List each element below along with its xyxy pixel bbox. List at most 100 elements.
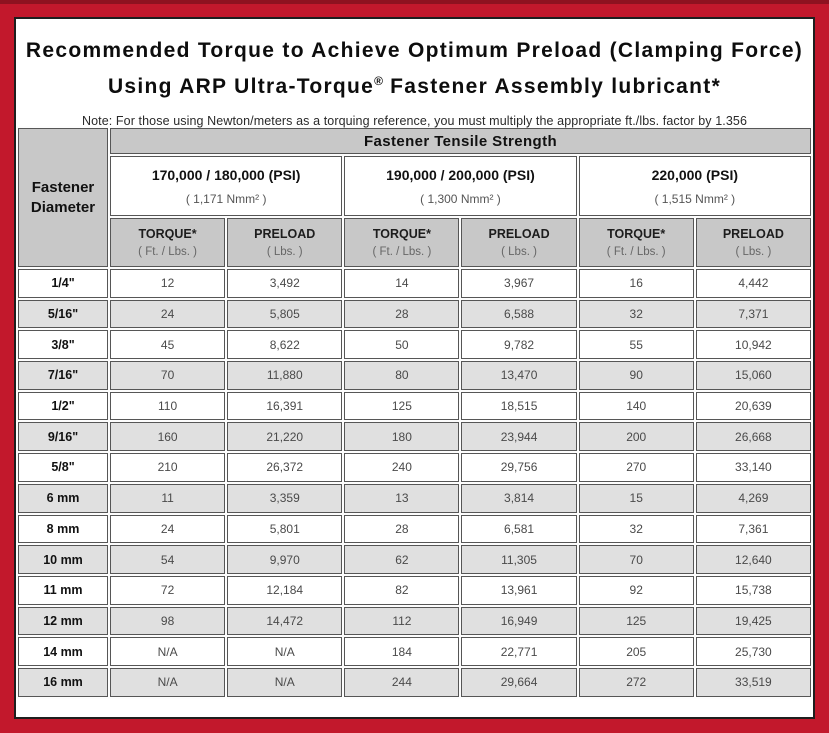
torque-column-header: TORQUE* ( Ft. / Lbs. ): [110, 218, 226, 267]
tensile-strength-header: Fastener Tensile Strength: [110, 128, 811, 154]
preload-value-cell: 12,184: [227, 575, 343, 605]
torque-column-header: TORQUE* ( Ft. / Lbs. ): [578, 218, 694, 267]
preload-value-cell: 6,588: [461, 299, 577, 329]
torque-value-cell: N/A: [110, 667, 226, 697]
fastener-diameter-cell: 1/2": [18, 391, 108, 421]
preload-value-cell: 21,220: [227, 422, 343, 452]
psi-rating: 190,000 / 200,000 (PSI): [386, 166, 535, 183]
preload-value-cell: 3,814: [461, 483, 577, 513]
title-line2-text-after: Fastener Assembly lubricant*: [383, 75, 722, 98]
preload-value-cell: N/A: [227, 637, 343, 666]
torque-unit: ( Ft. / Lbs. ): [606, 246, 666, 258]
torque-value-cell: 200: [578, 422, 694, 452]
fastener-diameter-cell: 12 mm: [18, 606, 108, 636]
torque-label: TORQUE*: [372, 227, 431, 241]
torque-value-cell: 24: [110, 514, 226, 544]
torque-value-cell: 98: [110, 606, 226, 636]
torque-value-cell: 125: [578, 606, 694, 636]
preload-value-cell: 16,949: [461, 606, 577, 636]
page-title-line1: Recommended Torque to Achieve Optimum Pr…: [25, 39, 804, 62]
preload-value-cell: 10,942: [695, 330, 811, 360]
torque-value-cell: 80: [344, 361, 460, 390]
preload-unit: ( Lbs. ): [501, 246, 537, 258]
torque-value-cell: 50: [344, 330, 460, 360]
torque-value-cell: 205: [578, 637, 694, 666]
preload-value-cell: 11,305: [461, 545, 577, 574]
torque-value-cell: 13: [344, 483, 460, 513]
preload-value-cell: 23,944: [461, 422, 577, 452]
table-row: 5/8" 210 26,372 240 29,756 270 33,140: [18, 453, 811, 482]
preload-value-cell: 15,738: [695, 575, 811, 605]
preload-value-cell: 5,801: [227, 514, 343, 544]
table-row: 7/16" 70 11,880 80 13,470 90 15,060: [18, 361, 811, 390]
page-title-line2: Using ARP Ultra-Torque® Fastener Assembl…: [16, 66, 813, 102]
torque-value-cell: 70: [110, 361, 226, 390]
fastener-diameter-cell: 16 mm: [18, 667, 108, 697]
table-row: 14 mm N/A N/A 184 22,771 205 25,730: [18, 637, 811, 666]
psi-rating: 220,000 (PSI): [651, 166, 738, 183]
torque-value-cell: 54: [110, 545, 226, 574]
preload-value-cell: 11,880: [227, 361, 343, 390]
torque-value-cell: 160: [110, 422, 226, 452]
preload-value-cell: 19,425: [695, 606, 811, 636]
nmm-rating: ( 1,300 Nmm² ): [420, 191, 501, 206]
torque-value-cell: 92: [578, 575, 694, 605]
psi-rating: 170,000 / 180,000 (PSI): [151, 166, 301, 183]
torque-value-cell: 70: [578, 545, 694, 574]
preload-value-cell: 29,756: [461, 453, 577, 482]
fastener-diameter-header-line2: Diameter: [30, 198, 96, 216]
torque-value-cell: 15: [578, 483, 694, 513]
preload-value-cell: 25,730: [695, 637, 811, 666]
fastener-diameter-cell: 8 mm: [18, 514, 108, 544]
torque-value-cell: 55: [578, 330, 694, 360]
table-row: 10 mm 54 9,970 62 11,305 70 12,640: [18, 545, 811, 574]
preload-unit: ( Lbs. ): [735, 246, 772, 258]
preload-value-cell: 3,967: [461, 269, 577, 298]
fastener-diameter-cell: 14 mm: [18, 637, 108, 666]
fastener-diameter-cell: 7/16": [18, 361, 108, 390]
torque-unit: ( Ft. / Lbs. ): [372, 246, 432, 258]
preload-value-cell: 26,668: [695, 422, 811, 452]
title-block: Recommended Torque to Achieve Optimum Pr…: [16, 19, 813, 128]
conversion-note: Note: For those using Newton/meters as a…: [81, 114, 747, 128]
fastener-diameter-header-line1: Fastener: [31, 178, 95, 196]
torque-value-cell: 11: [110, 483, 226, 513]
fastener-diameter-cell: 5/8": [18, 453, 108, 482]
preload-value-cell: 12,640: [695, 545, 811, 574]
preload-value-cell: 9,970: [227, 545, 343, 574]
preload-value-cell: 7,361: [695, 514, 811, 544]
torque-label: TORQUE*: [138, 227, 197, 241]
torque-table-body: 1/4" 12 3,492 14 3,967 16 4,442 5/16" 24…: [18, 269, 811, 697]
preload-value-cell: 4,269: [695, 483, 811, 513]
top-edge-shadow: [0, 0, 829, 4]
torque-value-cell: 72: [110, 575, 226, 605]
preload-column-header: PRELOAD ( Lbs. ): [227, 218, 343, 267]
preload-value-cell: 14,472: [227, 606, 343, 636]
torque-value-cell: 32: [578, 299, 694, 329]
fastener-diameter-cell: 5/16": [18, 299, 108, 329]
torque-value-cell: 184: [344, 637, 460, 666]
preload-value-cell: 7,371: [695, 299, 811, 329]
strength-group-170-180: 170,000 / 180,000 (PSI) ( 1,171 Nmm² ): [110, 156, 343, 216]
preload-column-header: PRELOAD ( Lbs. ): [695, 218, 811, 267]
preload-value-cell: 3,359: [227, 483, 343, 513]
preload-label: PRELOAD: [488, 227, 550, 241]
preload-value-cell: 4,442: [695, 269, 811, 298]
table-row: 9/16" 160 21,220 180 23,944 200 26,668: [18, 422, 811, 452]
torque-value-cell: 14: [344, 269, 460, 298]
preload-value-cell: 15,060: [695, 361, 811, 390]
torque-value-cell: 28: [344, 299, 460, 329]
torque-table: Fastener Diameter Fastener Tensile Stren…: [16, 126, 813, 699]
preload-value-cell: 13,470: [461, 361, 577, 390]
fastener-diameter-cell: 11 mm: [18, 575, 108, 605]
table-row: 5/16" 24 5,805 28 6,588 32 7,371: [18, 299, 811, 329]
table-row: 1/2" 110 16,391 125 18,515 140 20,639: [18, 391, 811, 421]
preload-value-cell: 9,782: [461, 330, 577, 360]
preload-value-cell: 26,372: [227, 453, 343, 482]
fastener-diameter-cell: 9/16": [18, 422, 108, 452]
preload-value-cell: 29,664: [461, 667, 577, 697]
preload-value-cell: 6,581: [461, 514, 577, 544]
table-row: 8 mm 24 5,801 28 6,581 32 7,361: [18, 514, 811, 544]
preload-value-cell: 16,391: [227, 391, 343, 421]
